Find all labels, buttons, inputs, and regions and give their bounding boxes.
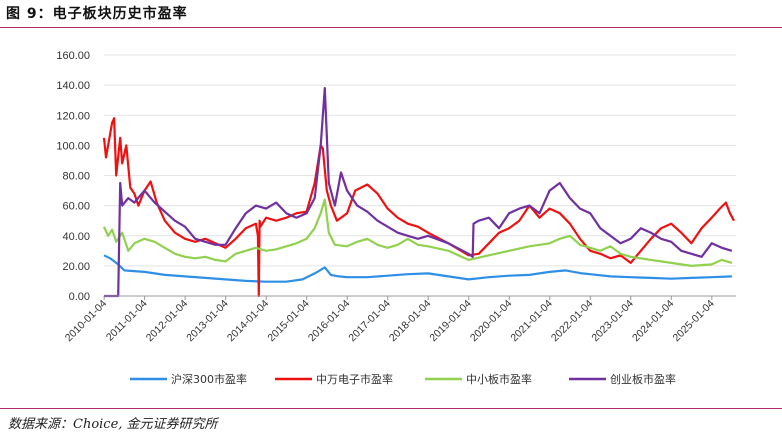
- pe-ratio-chart: 0.00 20.00 40.00 60.00 80.00 100.00 120.00 140.…: [56, 50, 736, 386]
- x-tick-label: 2025-01-04: [670, 298, 717, 345]
- y-tick-label: 60.00: [62, 201, 90, 213]
- legend-label: 沪深300市盈率: [171, 372, 247, 386]
- legend-label: 创业板市盈率: [610, 372, 676, 386]
- series-line-中万电子市盈率: [102, 117, 735, 298]
- x-tick-label: 2015-01-04: [265, 298, 312, 345]
- y-tick-label: 160.00: [56, 50, 90, 62]
- series-line-沪深300市盈率: [103, 254, 732, 283]
- figure-title: 图 9：电子板块历史市盈率: [6, 6, 188, 22]
- x-tick-label: 2020-01-04: [468, 298, 515, 345]
- y-tick-label: 100.00: [56, 140, 90, 152]
- series-line-创业板市盈率: [104, 87, 733, 298]
- legend-label: 中小板市盈率: [466, 372, 532, 386]
- x-tick-label: 2016-01-04: [306, 298, 353, 345]
- x-tick-label: 2023-01-04: [589, 298, 636, 345]
- x-tick-label: 2021-01-04: [508, 298, 555, 345]
- x-tick-label: 2014-01-04: [225, 298, 272, 345]
- y-tick-label: 40.00: [62, 231, 90, 243]
- series-lines: [102, 87, 735, 298]
- bottom-divider: [0, 408, 782, 409]
- x-tick-label: 2018-01-04: [387, 298, 434, 345]
- x-tick-label: 2019-01-04: [427, 298, 474, 345]
- x-tick-label: 2012-01-04: [144, 298, 191, 345]
- y-tick-label: 140.00: [56, 80, 90, 92]
- legend-label: 中万电子市盈率: [316, 372, 393, 386]
- y-tick-label: 0.00: [69, 291, 90, 303]
- y-axis-ticks: 0.00 20.00 40.00 60.00 80.00 100.00 120.00 140.…: [56, 50, 90, 303]
- x-tick-label: 2010-01-04: [63, 298, 110, 345]
- legend: 沪深300市盈率 中万电子市盈率 中小板市盈率 创业板市盈率: [130, 372, 676, 386]
- y-tick-label: 120.00: [56, 110, 90, 122]
- x-tick-label: 2011-01-04: [104, 298, 150, 344]
- x-tick-label: 2022-01-04: [549, 298, 596, 345]
- x-tick-label: 2017-01-04: [346, 298, 393, 345]
- y-tick-label: 20.00: [62, 261, 90, 273]
- x-tick-label: 2024-01-04: [630, 298, 677, 345]
- source-note: 数据来源：Choice, 金元证券研究所: [8, 417, 218, 432]
- top-divider: [0, 27, 782, 28]
- series-line-中小板市盈率: [102, 198, 733, 267]
- x-axis-ticks: 2010-01-042011-01-042012-01-042013-01-04…: [63, 296, 717, 344]
- y-gridlines: [104, 54, 736, 267]
- y-tick-label: 80.00: [62, 171, 90, 183]
- x-tick-label: 2013-01-04: [184, 298, 231, 345]
